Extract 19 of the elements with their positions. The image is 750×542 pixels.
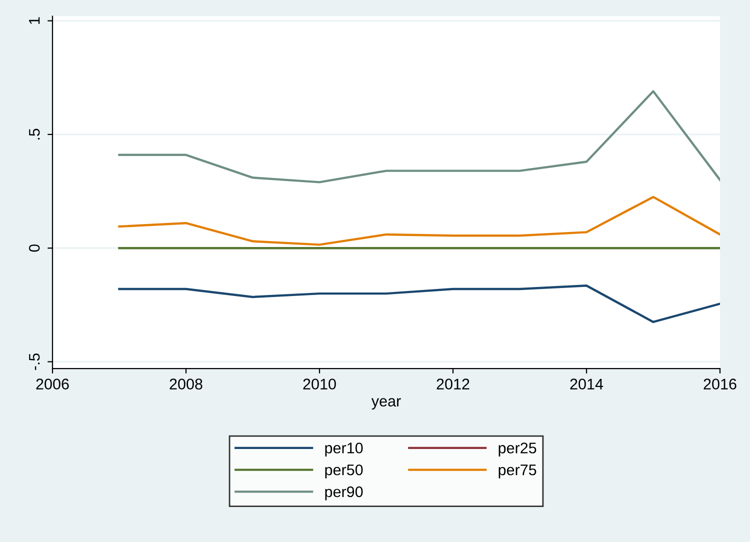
x-tick-label: 2010 [303,378,336,390]
x-axis-title: year [371,398,401,410]
legend-label: per10 [325,442,363,456]
x-tick-label: 2016 [704,378,736,390]
line-series [118,284,720,324]
line-series [118,90,720,184]
legend-label: per25 [498,442,536,456]
y-tick-label: 0 [28,244,40,252]
y-tick-label: .5 [29,128,40,140]
legend-label: per75 [498,464,536,478]
legend-label: per90 [325,486,363,500]
x-tick-label: 2014 [570,378,604,390]
y-tick-label: -.5 [29,353,40,370]
legend-label: per50 [325,464,363,478]
line-series [118,196,720,246]
y-tick-label: 1 [29,17,40,24]
x-tick-label: 2008 [170,378,202,390]
x-tick-label: 2006 [36,378,69,390]
x-tick-label: 2012 [436,378,470,390]
